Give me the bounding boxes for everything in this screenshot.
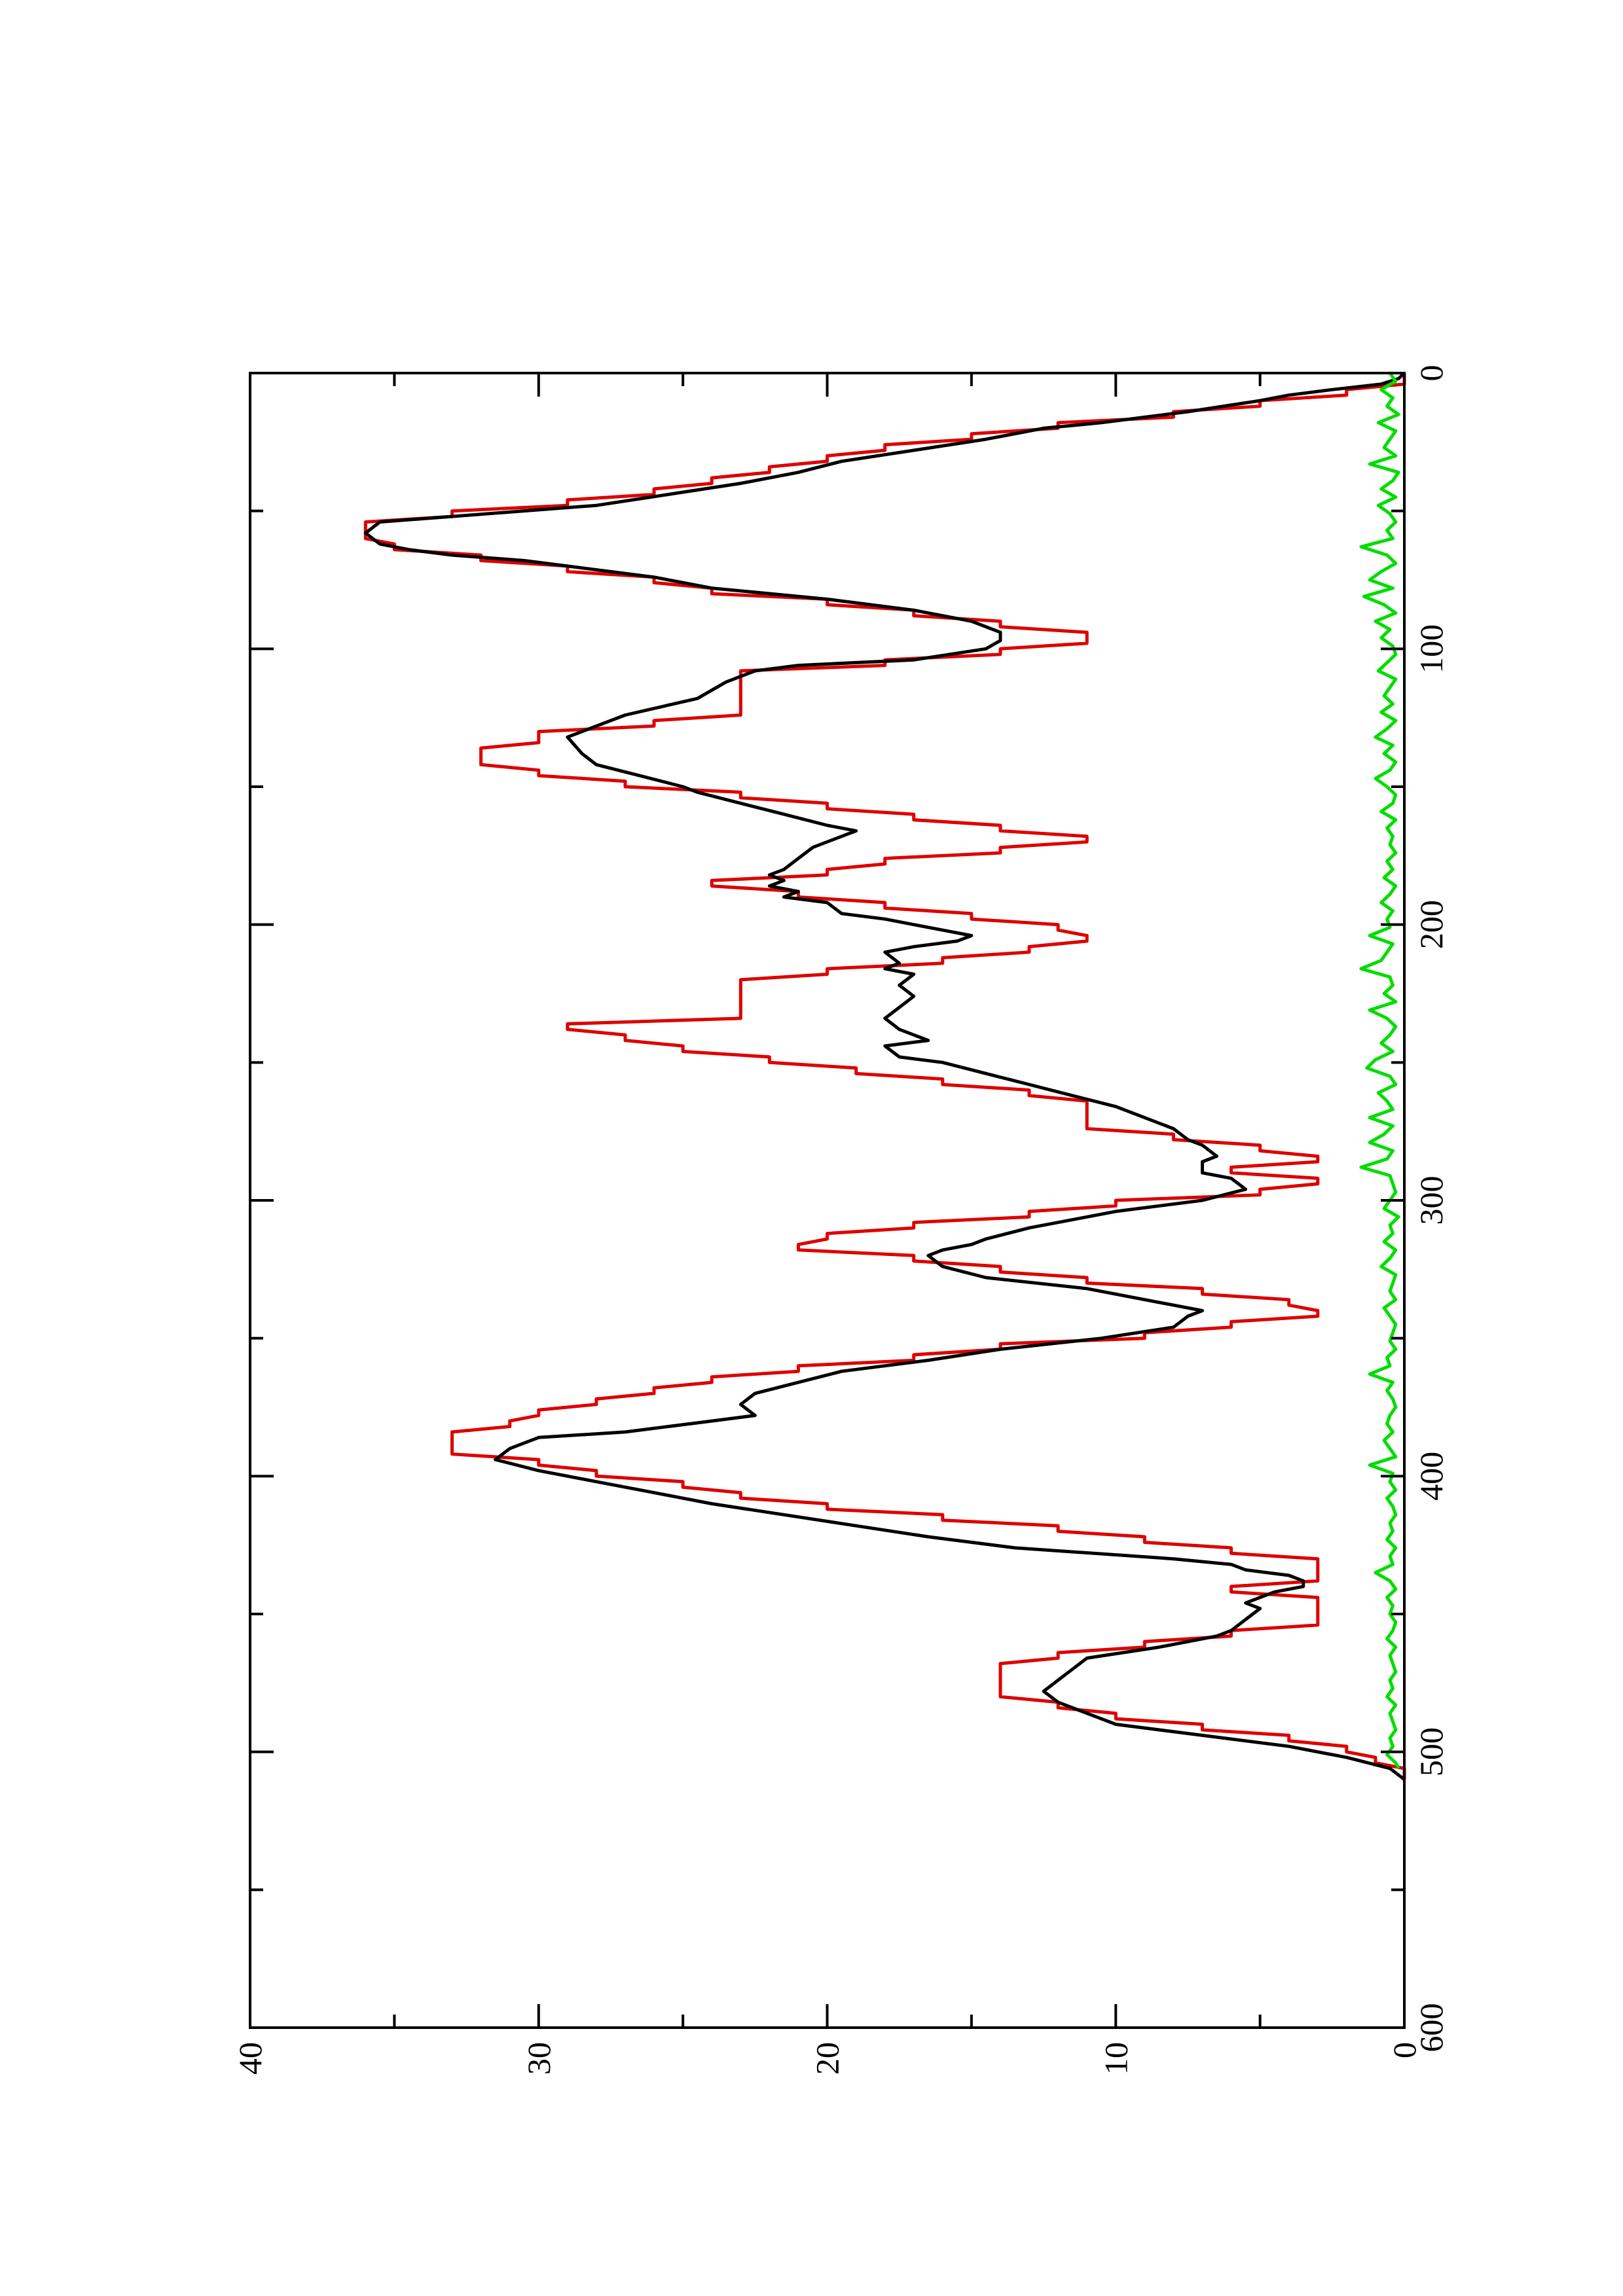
y-tick-label: 20 (809, 2042, 846, 2075)
series-line-3 (1359, 372, 1400, 1770)
series-layer (363, 372, 1406, 1781)
x-tick-label: 300 (1413, 1176, 1450, 1225)
x-tick-label: 100 (1413, 624, 1450, 673)
x-tick-label: 600 (1413, 2003, 1450, 2053)
series-line-1 (363, 373, 1406, 1780)
x-tick-label: 500 (1413, 1727, 1450, 1776)
y-tick-label: 30 (520, 2042, 557, 2075)
series-line-2 (363, 372, 1406, 1781)
x-tick-label: 200 (1413, 900, 1450, 949)
y-tick-label: 10 (1097, 2042, 1134, 2075)
x-tick-label: 0 (1413, 365, 1450, 382)
y-tick-label: 40 (232, 2042, 268, 2075)
x-tick-label: 400 (1413, 1452, 1450, 1501)
y-tick-label: 0 (1386, 2042, 1423, 2058)
